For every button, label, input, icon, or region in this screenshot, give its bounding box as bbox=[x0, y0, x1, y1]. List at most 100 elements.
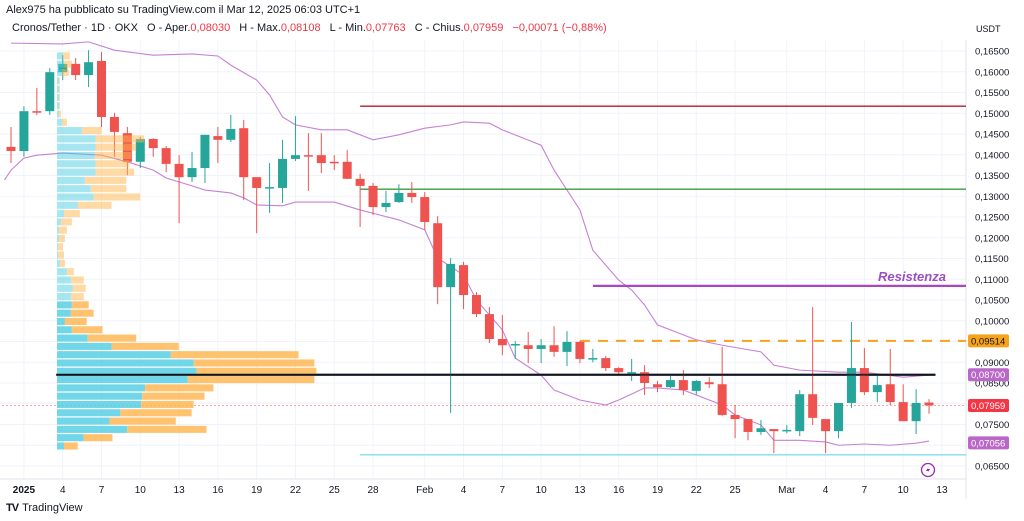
volume-profile-up-bar bbox=[57, 110, 59, 118]
volume-profile-up-bar bbox=[57, 160, 96, 168]
volume-profile-down-bar bbox=[62, 52, 70, 60]
candle bbox=[510, 341, 520, 359]
volume-profile-up-bar bbox=[57, 351, 171, 359]
candle bbox=[691, 380, 701, 396]
candle-body-up bbox=[45, 72, 55, 112]
time-tick-label: 28 bbox=[367, 485, 379, 496]
candle bbox=[497, 314, 507, 356]
candle-body-up bbox=[756, 428, 766, 432]
symbol-title[interactable]: Cronos/Tether · 1D · OKX bbox=[12, 22, 138, 34]
candle-body-down bbox=[575, 341, 585, 359]
candle-body-down bbox=[213, 136, 223, 140]
volume-profile-up-bar bbox=[57, 210, 64, 218]
volume-profile-down-bar bbox=[71, 326, 103, 334]
volume-profile-down-bar bbox=[196, 367, 317, 375]
price-tick-label: 0,11500 bbox=[975, 254, 1009, 265]
price-tick-label: 0,13500 bbox=[975, 171, 1009, 182]
volume-profile-down-bar bbox=[61, 68, 69, 77]
time-tick-label: 4 bbox=[823, 485, 829, 496]
price-tick-label: 0,12000 bbox=[975, 233, 1009, 244]
candle-body-down bbox=[743, 419, 753, 432]
candle-body-up bbox=[562, 341, 572, 352]
candle-body-down bbox=[342, 161, 352, 179]
price-badge: 0,07056 bbox=[968, 436, 1009, 450]
candle bbox=[420, 192, 430, 230]
candle bbox=[665, 375, 675, 388]
candle bbox=[355, 173, 365, 227]
candle bbox=[614, 367, 624, 374]
candle-body-down bbox=[239, 128, 249, 178]
lightning-icon[interactable] bbox=[920, 462, 936, 478]
candle bbox=[471, 292, 481, 318]
price-badge-bg bbox=[968, 334, 1009, 348]
volume-profile-up-bar bbox=[57, 118, 62, 126]
candle bbox=[523, 331, 533, 364]
candle-body-down bbox=[808, 394, 818, 418]
volume-profile-down-bar bbox=[70, 293, 84, 301]
volume-profile-down-bar bbox=[77, 201, 112, 209]
volume-profile-down-bar bbox=[83, 434, 113, 442]
time-tick-label: 10 bbox=[536, 485, 548, 496]
published-info: Alex975 ha pubblicato su TradingView.com… bbox=[6, 4, 361, 16]
volume-profile-down-bar bbox=[58, 85, 60, 93]
candle-body-down bbox=[433, 223, 443, 288]
price-tick-label: 0,14000 bbox=[975, 150, 1009, 161]
volume-profile-up-bar bbox=[57, 218, 61, 226]
candle bbox=[653, 380, 662, 393]
candle bbox=[316, 133, 326, 174]
volume-profile-up-bar bbox=[57, 425, 128, 433]
high-label: H - Max. bbox=[239, 22, 281, 34]
candle bbox=[187, 151, 197, 183]
volume-profile-down-bar bbox=[58, 93, 60, 101]
volume-profile-up-bar bbox=[57, 367, 197, 375]
brand-name: TradingView bbox=[22, 502, 83, 514]
candle bbox=[97, 51, 107, 127]
candle bbox=[342, 150, 352, 179]
volume-profile-down-bar bbox=[63, 442, 78, 450]
candle-body-up bbox=[536, 345, 546, 349]
low-label: L - Min. bbox=[329, 22, 366, 34]
candle bbox=[575, 341, 585, 364]
volume-profile-up-bar bbox=[57, 151, 95, 160]
price-tick-label: 0,16500 bbox=[975, 47, 1009, 58]
candle bbox=[627, 358, 637, 381]
volume-profile-up-bar bbox=[57, 359, 194, 367]
volume-profile-down-bar bbox=[70, 276, 84, 284]
candle bbox=[71, 58, 81, 81]
volume-profile-down-bar bbox=[71, 301, 89, 309]
candle bbox=[795, 390, 805, 437]
candle bbox=[265, 163, 275, 213]
candle bbox=[872, 375, 882, 403]
candle bbox=[717, 346, 727, 417]
volume-profile-up-bar bbox=[57, 409, 121, 417]
time-axis[interactable]: 2025 4 7 10 13 16 19 22 25 28 Feb 4 7 10 13 16 19 22 25 Mar… bbox=[13, 485, 948, 496]
tradingview-footer[interactable]: TV TradingView bbox=[6, 502, 83, 514]
volume-profile-up-bar bbox=[57, 176, 85, 184]
volume-profile-down-bar bbox=[58, 234, 65, 243]
candle bbox=[769, 429, 779, 454]
candle-body-down bbox=[924, 402, 934, 406]
candle bbox=[859, 348, 869, 396]
volume-profile-up-bar bbox=[57, 93, 59, 101]
volume-profile-down-bar bbox=[59, 259, 65, 267]
candle bbox=[252, 177, 262, 234]
candle bbox=[368, 182, 378, 215]
candle bbox=[226, 114, 236, 142]
volume-profile-up-bar bbox=[57, 417, 110, 425]
volume-profile-down-bar bbox=[57, 243, 63, 251]
price-axis[interactable]: USDT 0,16500 0,16000 0,15500 0,15000 0,14500 0… bbox=[968, 24, 1009, 473]
volume-profile-down-bar bbox=[94, 151, 132, 160]
candle-body-down bbox=[549, 345, 559, 352]
price-badge-label: 0,09514 bbox=[971, 336, 1005, 347]
candle bbox=[821, 419, 831, 454]
time-tick-label: 19 bbox=[251, 485, 263, 496]
volume-profile-down-bar bbox=[58, 102, 60, 110]
candle-body-down bbox=[174, 163, 184, 178]
high-value: 0,08108 bbox=[280, 22, 321, 34]
open-label: O - Aper. bbox=[147, 22, 191, 34]
candle-body-down bbox=[885, 384, 895, 403]
candle-body-down bbox=[368, 185, 378, 208]
candle-body-down bbox=[161, 148, 171, 164]
candle bbox=[161, 146, 171, 173]
